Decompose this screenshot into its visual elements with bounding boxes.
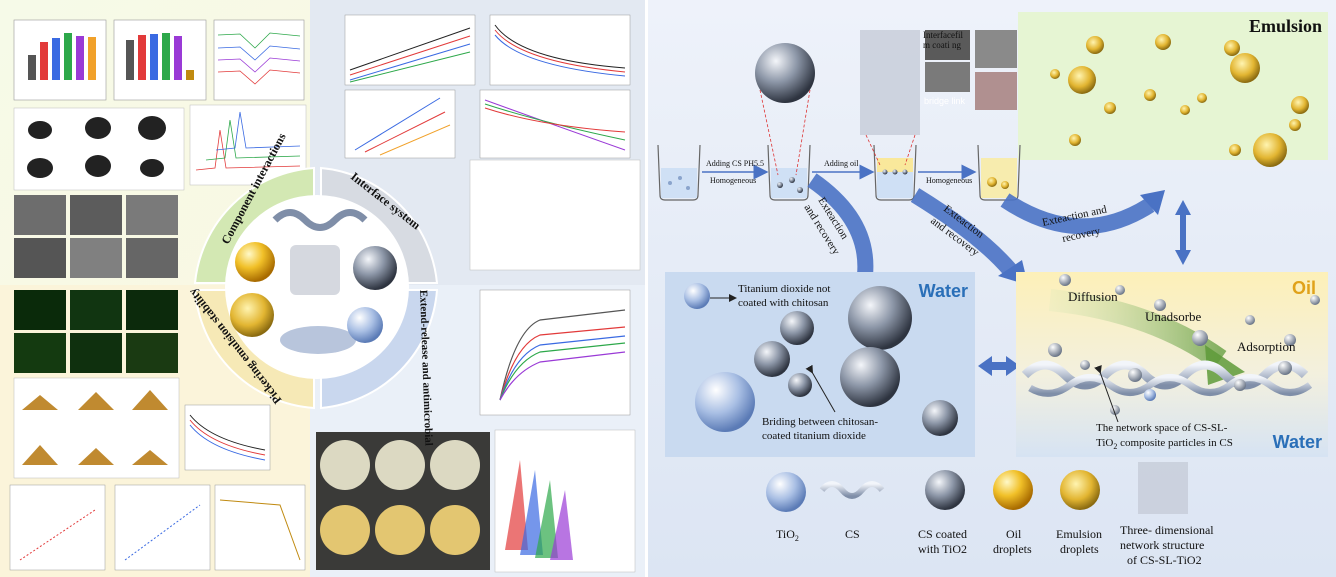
thumb-3d-spectra (494, 429, 636, 573)
legend-cs-icon (819, 481, 885, 499)
sem-inset-2 (925, 62, 970, 92)
emulsion-title: Emulsion (1249, 16, 1322, 36)
thumb-rheology-2 (489, 14, 631, 86)
mechanism-panel: Emulsion Adding CS PH5.5 (648, 0, 1336, 577)
legend-coated-label-1: CS coated (918, 527, 967, 541)
thumb-xrd-stack (189, 104, 307, 186)
step-homogeneous-label-1: Homogeneous (710, 176, 756, 185)
diffusion-green-arrow-head (1205, 345, 1245, 385)
tio2-icon (347, 307, 383, 343)
legend-oil-icon (993, 470, 1033, 510)
thumb-bar-chart-1 (13, 19, 107, 101)
sem-inset-3 (975, 30, 1017, 68)
oil-title: Oil (1292, 278, 1316, 298)
segment-label-release: Extend-release and antimicrobial (417, 290, 434, 446)
step-add-oil-label: Adding oil (824, 159, 859, 168)
legend-oil-label-2: droplets (993, 542, 1032, 556)
center-wheel: Component interactions Interface system … (185, 130, 439, 446)
thumb-bar-chart-2 (113, 19, 207, 101)
thumb-sem-grid (14, 195, 178, 278)
thumb-fluorescence-grid (14, 290, 178, 373)
label-network-1: The network space of CS-SL- (1096, 422, 1228, 434)
thumb-afm-grid (13, 377, 180, 479)
beaker-3 (873, 144, 917, 201)
interface-film-label-2: m coati ng (923, 40, 961, 50)
legend-emulsion-label-2: droplets (1060, 542, 1099, 556)
legend-coated-icon (925, 470, 965, 510)
water-title: Water (919, 281, 968, 301)
legend-tio2-label: TiO2 (776, 527, 799, 543)
step-homogeneous-label-2: Homogeneous (926, 176, 972, 185)
thumb-rheology-4 (479, 89, 631, 159)
network-icon (290, 245, 340, 295)
label-not-coated-2: coated with chitosan (738, 297, 829, 309)
legend-network-label-1: Three- dimensional (1120, 523, 1214, 537)
sem-inset-4 (975, 72, 1017, 110)
left-panel: Component interactions Interface system … (0, 0, 645, 577)
thumb-release-chart (479, 289, 631, 416)
zoom-line-2 (795, 89, 811, 176)
thumb-ftir-spectra (213, 19, 305, 101)
legend-network-label-3: of CS-SL-TiO2 (1127, 553, 1202, 567)
legend: TiO2 CS CS coated with TiO2 Oil droplets… (766, 462, 1214, 567)
thumb-lissajous-grid (469, 159, 641, 271)
legend-emulsion-icon (1060, 470, 1100, 510)
cs-helix-icon (272, 209, 368, 231)
pointer-network (1094, 364, 1119, 423)
step-add-cs-label: Adding CS PH5.5 (706, 159, 764, 168)
double-arrow-vertical (1175, 200, 1191, 265)
legend-cs-label: CS (845, 527, 860, 541)
oil-water-title: Water (1273, 432, 1322, 452)
thumb-viscosity-chart (184, 404, 271, 471)
label-unadsorbe: Unadsorbe (1145, 309, 1202, 324)
label-not-coated-1: Titanium dioxide not (738, 283, 831, 295)
curve-arrow-emulsion (1000, 193, 1155, 235)
legend-network-icon (1138, 462, 1188, 514)
pointer-bridging (805, 364, 836, 413)
zoom-line-1 (759, 89, 779, 176)
thumb-contact-angle-grid (13, 107, 185, 191)
label-bridging-1: Briding between chitosan- (762, 416, 878, 428)
thumb-petri-dishes (316, 432, 490, 570)
network-closeup (860, 30, 920, 135)
curve-arrow-oil (910, 188, 1017, 276)
legend-oil-label-1: Oil (1006, 527, 1022, 541)
bacteria-icon (280, 326, 356, 354)
label-diffusion: Diffusion (1068, 289, 1118, 304)
curve-arrow-emulsion-head (1140, 190, 1165, 215)
beaker-1 (657, 144, 701, 201)
emulsion-droplet-icon (230, 293, 274, 337)
beaker-2 (767, 144, 811, 201)
emulsion-droplets (1050, 34, 1309, 167)
zoom-line-4 (904, 134, 916, 166)
legend-coated-label-2: with TiO2 (918, 542, 967, 556)
interface-film-label-1: Interfacefil (923, 30, 963, 40)
oil-particles (1048, 274, 1320, 415)
sem-inset-1 (925, 30, 970, 60)
legend-tio2-icon (766, 472, 806, 512)
label-network-2: TiO2 composite particles in CS (1096, 437, 1233, 451)
cs-ribbon-2 (1028, 374, 1313, 397)
label-bridging-2: coated titanium dioxide (762, 430, 866, 442)
beaker-4 (977, 144, 1021, 201)
legend-network-label-2: network structure (1120, 538, 1204, 552)
curve-arrow-water (807, 173, 874, 276)
thumb-rheology-3 (344, 89, 456, 159)
thumb-modulus-charts (9, 484, 306, 571)
water-particles (684, 283, 958, 436)
bridge-link-label: bridge link (924, 96, 966, 106)
zoom-line-3 (865, 134, 881, 166)
diffusion-green-arrow (1048, 289, 1227, 369)
magnified-coated-particle (755, 43, 815, 103)
thumb-rheology-1 (344, 14, 476, 86)
label-adsorption: Adsorption (1237, 339, 1296, 354)
coated-particle-icon (353, 246, 397, 290)
double-arrow-horizontal (978, 356, 1020, 376)
oil-droplet-icon (235, 242, 275, 282)
legend-emulsion-label-1: Emulsion (1056, 527, 1102, 541)
